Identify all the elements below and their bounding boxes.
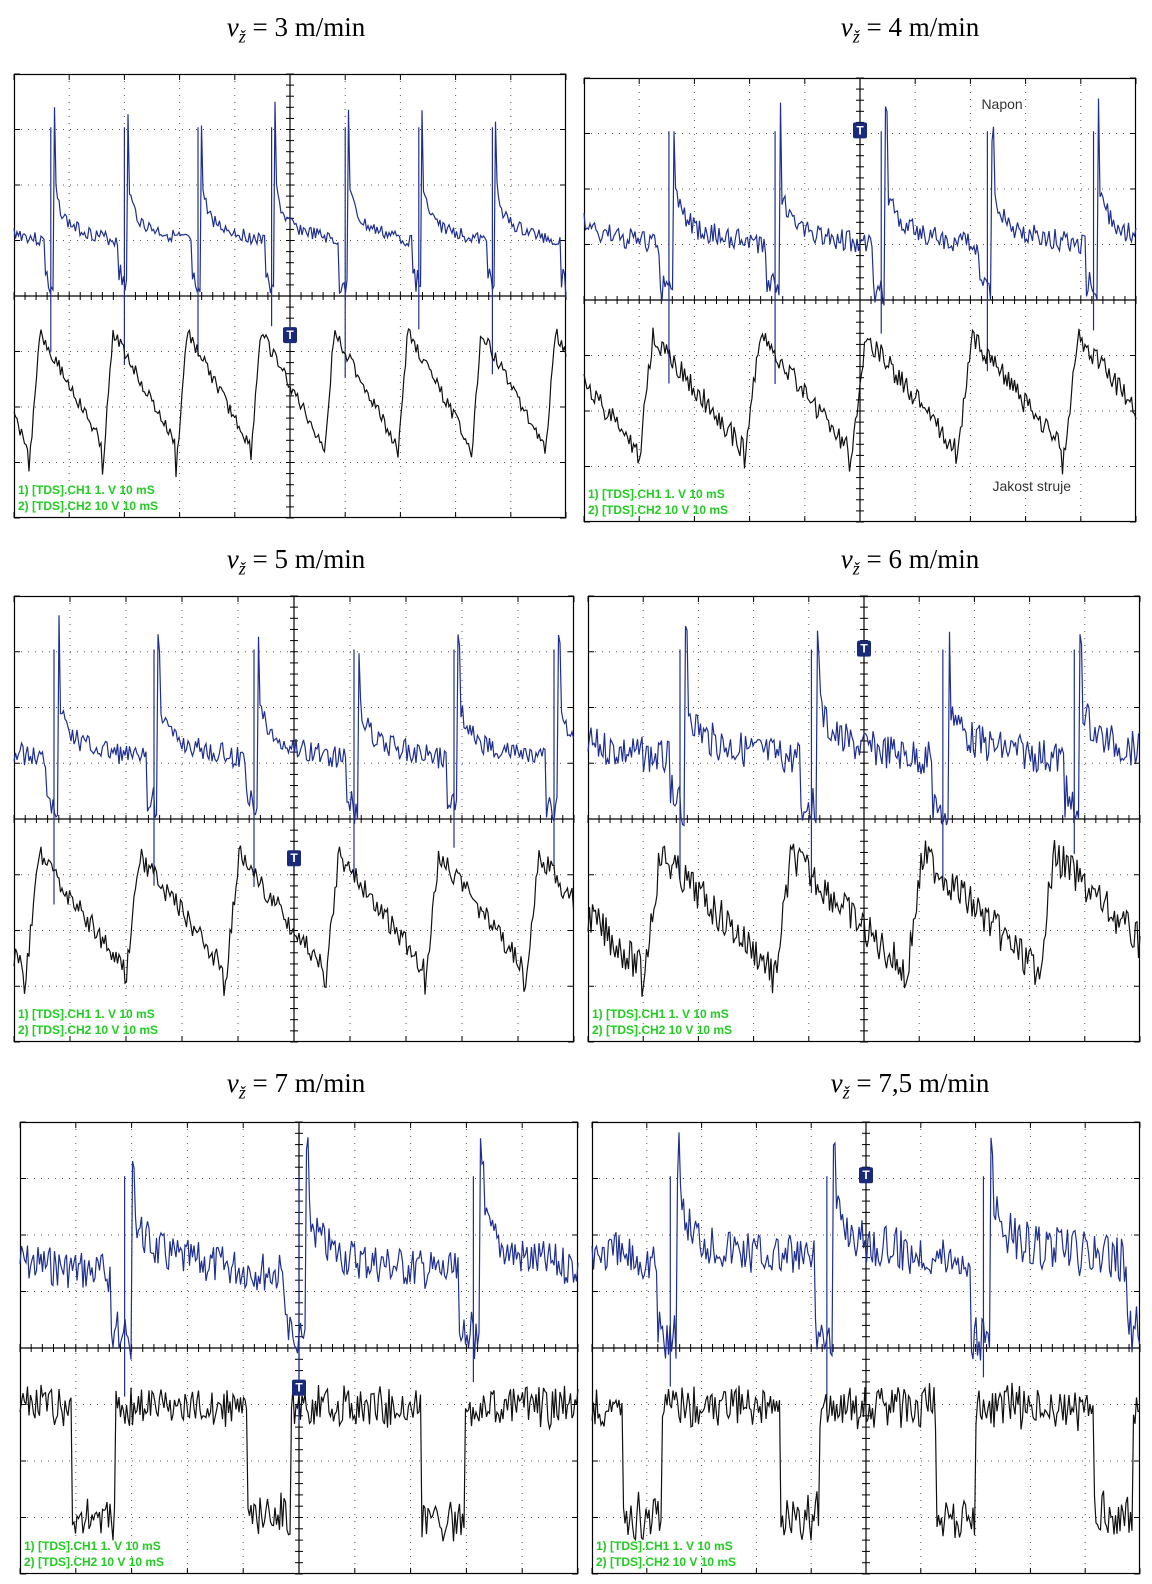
ch1-legend: 1) [TDS].CH1 1. V 10 mS <box>24 1539 161 1553</box>
panel-title-4: vž = 6 m/min <box>840 544 980 579</box>
ch1-voltage-trace <box>591 1132 1141 1361</box>
trigger-marker-label: T <box>860 642 868 656</box>
trigger-marker-label: T <box>862 1168 870 1182</box>
ch1-voltage-trace <box>13 101 567 298</box>
ch2-current-trace <box>13 327 567 478</box>
oscilloscope-panel-3: T 1) [TDS].CH1 1. V 10 mS 2) [TDS].CH2 10 … <box>13 595 575 1043</box>
ch1-legend: 1) [TDS].CH1 1. V 10 mS <box>596 1539 733 1553</box>
trigger-marker-label: T <box>295 1381 303 1395</box>
trigger-marker-label: T <box>290 851 298 865</box>
oscilloscope-panel-2: T 1) [TDS].CH1 1. V 10 mS 2) [TDS].CH2 10 … <box>583 77 1137 523</box>
napon-label: Napon <box>981 96 1022 112</box>
panel-title-6: vž = 7,5 m/min <box>830 1068 990 1103</box>
trigger-marker <box>283 327 297 344</box>
trigger-marker-label: T <box>286 328 294 342</box>
ch1-legend: 1) [TDS].CH1 1. V 10 mS <box>18 483 155 497</box>
trigger-marker <box>859 1167 873 1184</box>
ch2-current-trace <box>13 845 575 996</box>
panel-title-5: vž = 7 m/min <box>226 1068 366 1103</box>
oscilloscope-panel-6: T 1) [TDS].CH1 1. V 10 mS 2) [TDS].CH2 10 … <box>591 1121 1141 1575</box>
ch2-current-trace <box>587 839 1141 997</box>
ch2-legend: 2) [TDS].CH2 10 V 10 mS <box>588 503 728 517</box>
trigger-marker <box>292 1379 306 1396</box>
ch1-legend: 1) [TDS].CH1 1. V 10 mS <box>588 487 725 501</box>
trigger-marker-label: T <box>856 123 864 137</box>
ch2-current-trace <box>583 327 1137 475</box>
struja-label: Jakost struje <box>992 478 1071 494</box>
trigger-marker <box>853 122 867 139</box>
oscilloscope-panel-5: T 1) [TDS].CH1 1. V 10 mS 2) [TDS].CH2 10 … <box>19 1121 579 1575</box>
trigger-marker <box>287 850 301 867</box>
panel-title-1: vž = 3 m/min <box>226 12 366 47</box>
ch2-legend: 2) [TDS].CH2 10 V 10 mS <box>592 1023 732 1037</box>
oscilloscope-panel-4: T 1) [TDS].CH1 1. V 10 mS 2) [TDS].CH2 10 … <box>587 595 1141 1043</box>
ch2-legend: 2) [TDS].CH2 10 V 10 mS <box>18 1023 158 1037</box>
ch2-legend: 2) [TDS].CH2 10 V 10 mS <box>24 1555 164 1569</box>
ch1-legend: 1) [TDS].CH1 1. V 10 mS <box>18 1007 155 1021</box>
ch2-current-trace <box>591 1382 1140 1542</box>
trigger-marker <box>857 640 871 657</box>
ch2-legend: 2) [TDS].CH2 10 V 10 mS <box>18 499 158 513</box>
ch2-legend: 2) [TDS].CH2 10 V 10 mS <box>596 1555 736 1569</box>
ch1-voltage-trace <box>13 615 575 824</box>
panel-title-2: vž = 4 m/min <box>840 12 980 47</box>
ch1-legend: 1) [TDS].CH1 1. V 10 mS <box>592 1007 729 1021</box>
oscilloscope-panel-1: T 1) [TDS].CH1 1. V 10 mS 2) [TDS].CH2 10 … <box>13 73 567 519</box>
panel-title-3: vž = 5 m/min <box>226 544 366 579</box>
ch1-voltage-trace <box>583 98 1137 306</box>
